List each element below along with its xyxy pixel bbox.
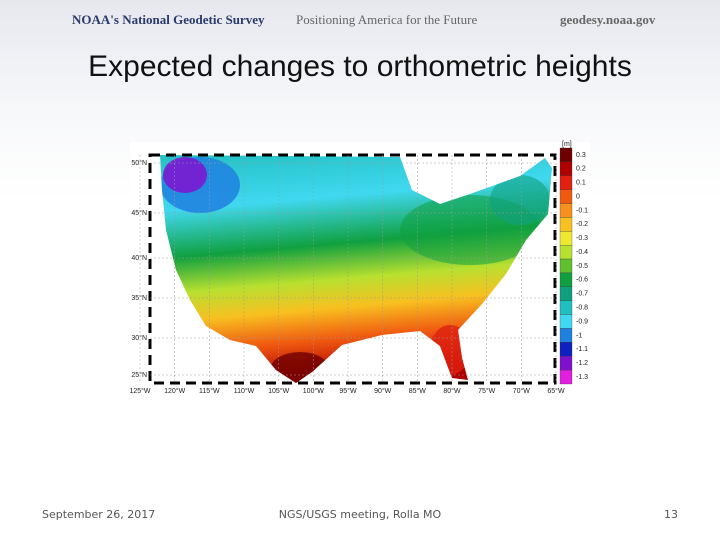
colorbar-swatch — [559, 231, 573, 246]
map-frame — [148, 153, 557, 385]
colorbar-label: -1 — [576, 332, 582, 339]
lon-label: 125°W — [129, 387, 150, 395]
colorbar-swatch — [559, 147, 573, 163]
colorbar-label: -0.3 — [576, 235, 588, 242]
lon-label: 95°W — [339, 387, 357, 395]
slide-title: Expected changes to orthometric heights — [88, 50, 632, 83]
colorbar-label: -0.4 — [576, 249, 588, 256]
colorbar-swatch — [559, 342, 573, 357]
colorbar-label: 0.3 — [576, 152, 586, 159]
colorbar-label: -0.8 — [576, 304, 588, 311]
colorbar-label: -1.3 — [576, 374, 588, 381]
colorbar-swatch — [559, 258, 573, 274]
colorbar-swatch — [559, 189, 573, 204]
colorbar-label: -0.1 — [576, 207, 588, 214]
lon-label: 75°W — [478, 387, 496, 395]
lon-label: 90°W — [374, 387, 392, 395]
colorbar-label: 0.1 — [576, 180, 586, 187]
lon-label: 80°W — [443, 387, 461, 395]
colorbar-swatch — [559, 175, 573, 190]
lon-label: 65°W — [547, 387, 565, 395]
lat-label: 40°N — [131, 254, 147, 262]
header-site: geodesy.noaa.gov — [560, 12, 656, 27]
lon-label: 100°W — [303, 387, 324, 395]
colorbar-swatch — [559, 286, 573, 301]
colorbar-swatch — [559, 245, 573, 260]
colorbar-label: -1.2 — [576, 360, 588, 367]
colorbar-label: -0.7 — [576, 291, 588, 298]
colorbar-swatch — [559, 356, 573, 371]
lon-label: 70°W — [513, 387, 531, 395]
colorbar-swatch — [559, 369, 573, 385]
lon-label: 85°W — [409, 387, 427, 395]
header-tagline: Positioning America for the Future — [296, 12, 478, 27]
lon-label: 110°W — [234, 387, 255, 395]
colorbar-label: -0.5 — [576, 263, 588, 270]
lon-label: 115°W — [199, 387, 220, 395]
lat-label: 25°N — [131, 371, 147, 379]
colorbar-label: -0.2 — [576, 221, 588, 228]
footer-event: NGS/USGS meeting, Rolla MO — [278, 508, 442, 521]
colorbar-swatch — [559, 272, 573, 287]
lat-label: 50°N — [131, 159, 147, 167]
header-agency: NOAA's National Geodetic Survey — [72, 12, 265, 27]
lon-label: 120°W — [164, 387, 185, 395]
colorbar-swatch — [559, 161, 573, 176]
lat-label: 30°N — [131, 334, 147, 342]
lon-label: 105°W — [268, 387, 289, 395]
lat-label: 35°N — [131, 294, 147, 302]
colorbar-label: -0.6 — [576, 277, 588, 284]
colorbar-swatch — [559, 314, 573, 329]
footer-date: September 26, 2017 — [42, 508, 156, 521]
colorbar-swatch — [559, 203, 573, 218]
footer-page: 13 — [664, 508, 678, 521]
colorbar-swatch — [559, 328, 573, 343]
colorbar-label: 0.2 — [576, 166, 586, 173]
colorbar-unit: [m] — [562, 141, 572, 148]
colorbar-label: -1.1 — [576, 346, 588, 353]
colorbar-swatch — [559, 217, 573, 232]
colorbar-swatch — [559, 300, 573, 315]
colorbar-label: 0 — [576, 193, 580, 200]
lat-label: 45°N — [131, 209, 147, 217]
colorbar-label: -0.9 — [576, 318, 588, 325]
